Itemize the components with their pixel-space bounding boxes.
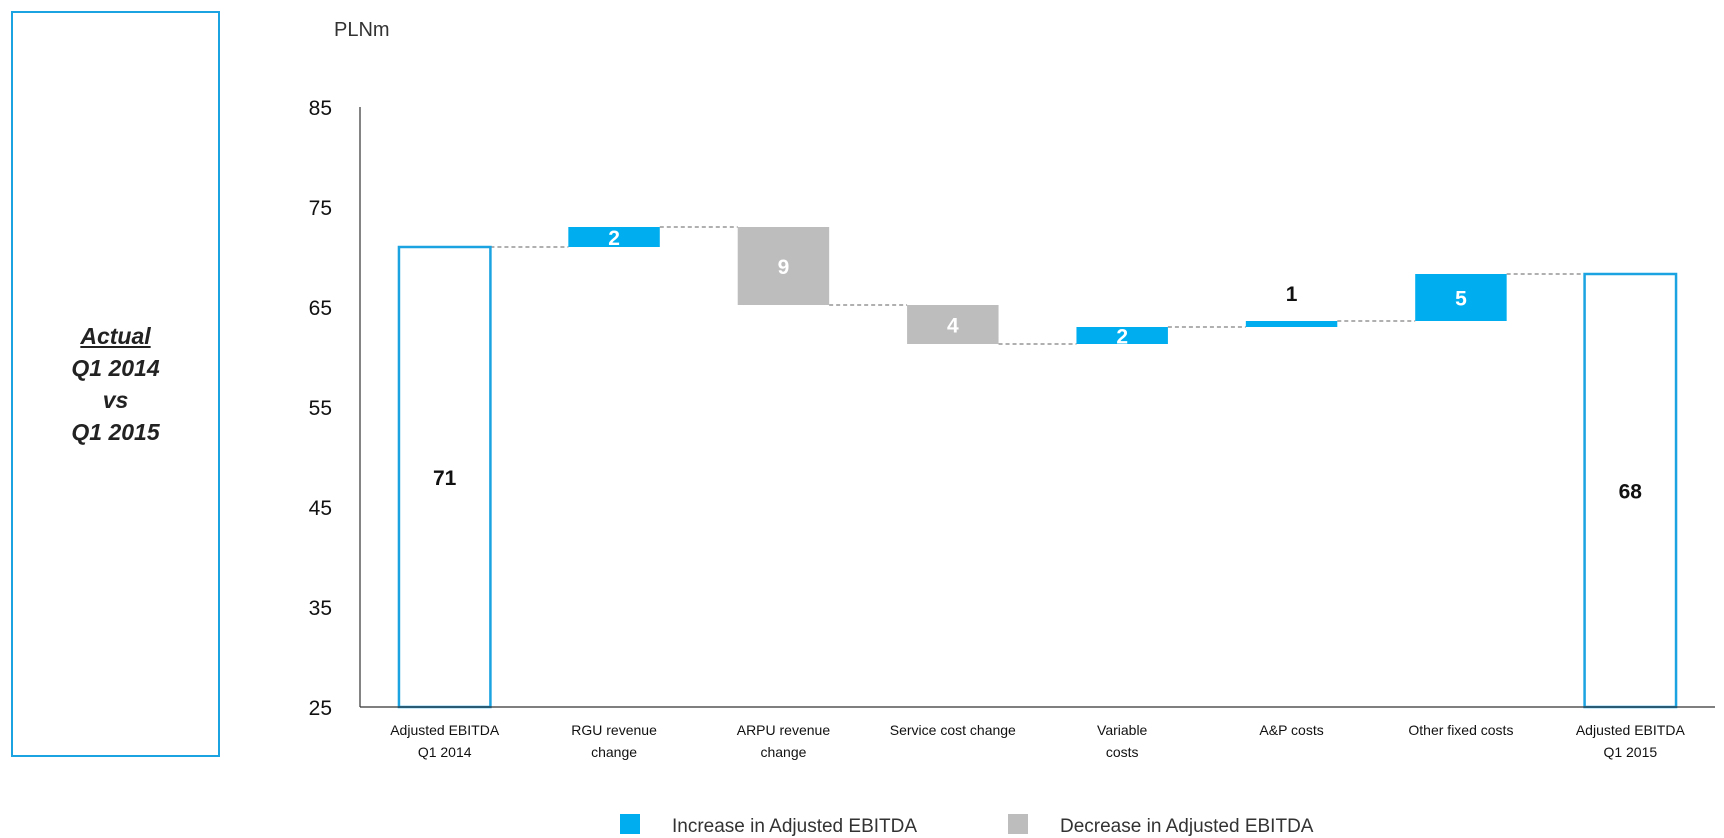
x-category-label: change xyxy=(760,744,806,760)
value-label: 1 xyxy=(1286,283,1298,306)
y-tick-label: 35 xyxy=(309,597,332,620)
bars xyxy=(399,227,1676,707)
legend-swatch xyxy=(620,814,640,834)
y-tick-label: 55 xyxy=(309,397,332,420)
x-category-label: change xyxy=(591,744,637,760)
value-label: 4 xyxy=(947,315,959,338)
value-label: 9 xyxy=(778,256,790,279)
x-axis-labels: Adjusted EBITDA Q1 2014 RGU revenue change A… xyxy=(390,722,1685,760)
x-category-label: Q1 2014 xyxy=(418,744,472,760)
legend-label: Decrease in Adjusted EBITDA xyxy=(1060,816,1314,837)
y-tick-label: 75 xyxy=(309,197,332,220)
y-tick-label: 85 xyxy=(309,97,332,120)
value-label: 68 xyxy=(1619,481,1643,504)
y-axis-ticks: 25 35 45 55 65 75 85 xyxy=(309,97,332,720)
y-tick-label: 65 xyxy=(309,297,332,320)
x-category-label: RGU revenue xyxy=(571,722,657,738)
x-category-label: A&P costs xyxy=(1259,722,1323,738)
x-category-label: Adjusted EBITDA xyxy=(390,722,500,738)
x-category-label: Service cost change xyxy=(890,722,1016,738)
x-category-label: costs xyxy=(1106,744,1139,760)
value-label: 5 xyxy=(1455,288,1467,311)
value-labels: 71 2 9 4 2 1 5 68 xyxy=(433,227,1642,504)
value-label: 2 xyxy=(608,227,620,250)
x-category-label: Other fixed costs xyxy=(1408,722,1513,738)
legend-swatch xyxy=(1008,814,1028,834)
value-label: 71 xyxy=(433,467,457,490)
x-category-label: Variable xyxy=(1097,722,1148,738)
x-category-label: Q1 2015 xyxy=(1603,744,1657,760)
y-tick-label: 25 xyxy=(309,697,332,720)
legend-label: Increase in Adjusted EBITDA xyxy=(672,816,917,837)
unit-label: PLNm xyxy=(334,19,390,41)
bar-increase xyxy=(1246,321,1337,327)
y-tick-label: 45 xyxy=(309,497,332,520)
legend: Increase in Adjusted EBITDA Decrease in A… xyxy=(620,814,1314,837)
value-label: 2 xyxy=(1116,326,1128,349)
axes xyxy=(360,107,1715,707)
x-category-label: Adjusted EBITDA xyxy=(1576,722,1686,738)
x-category-label: ARPU revenue xyxy=(737,722,831,738)
